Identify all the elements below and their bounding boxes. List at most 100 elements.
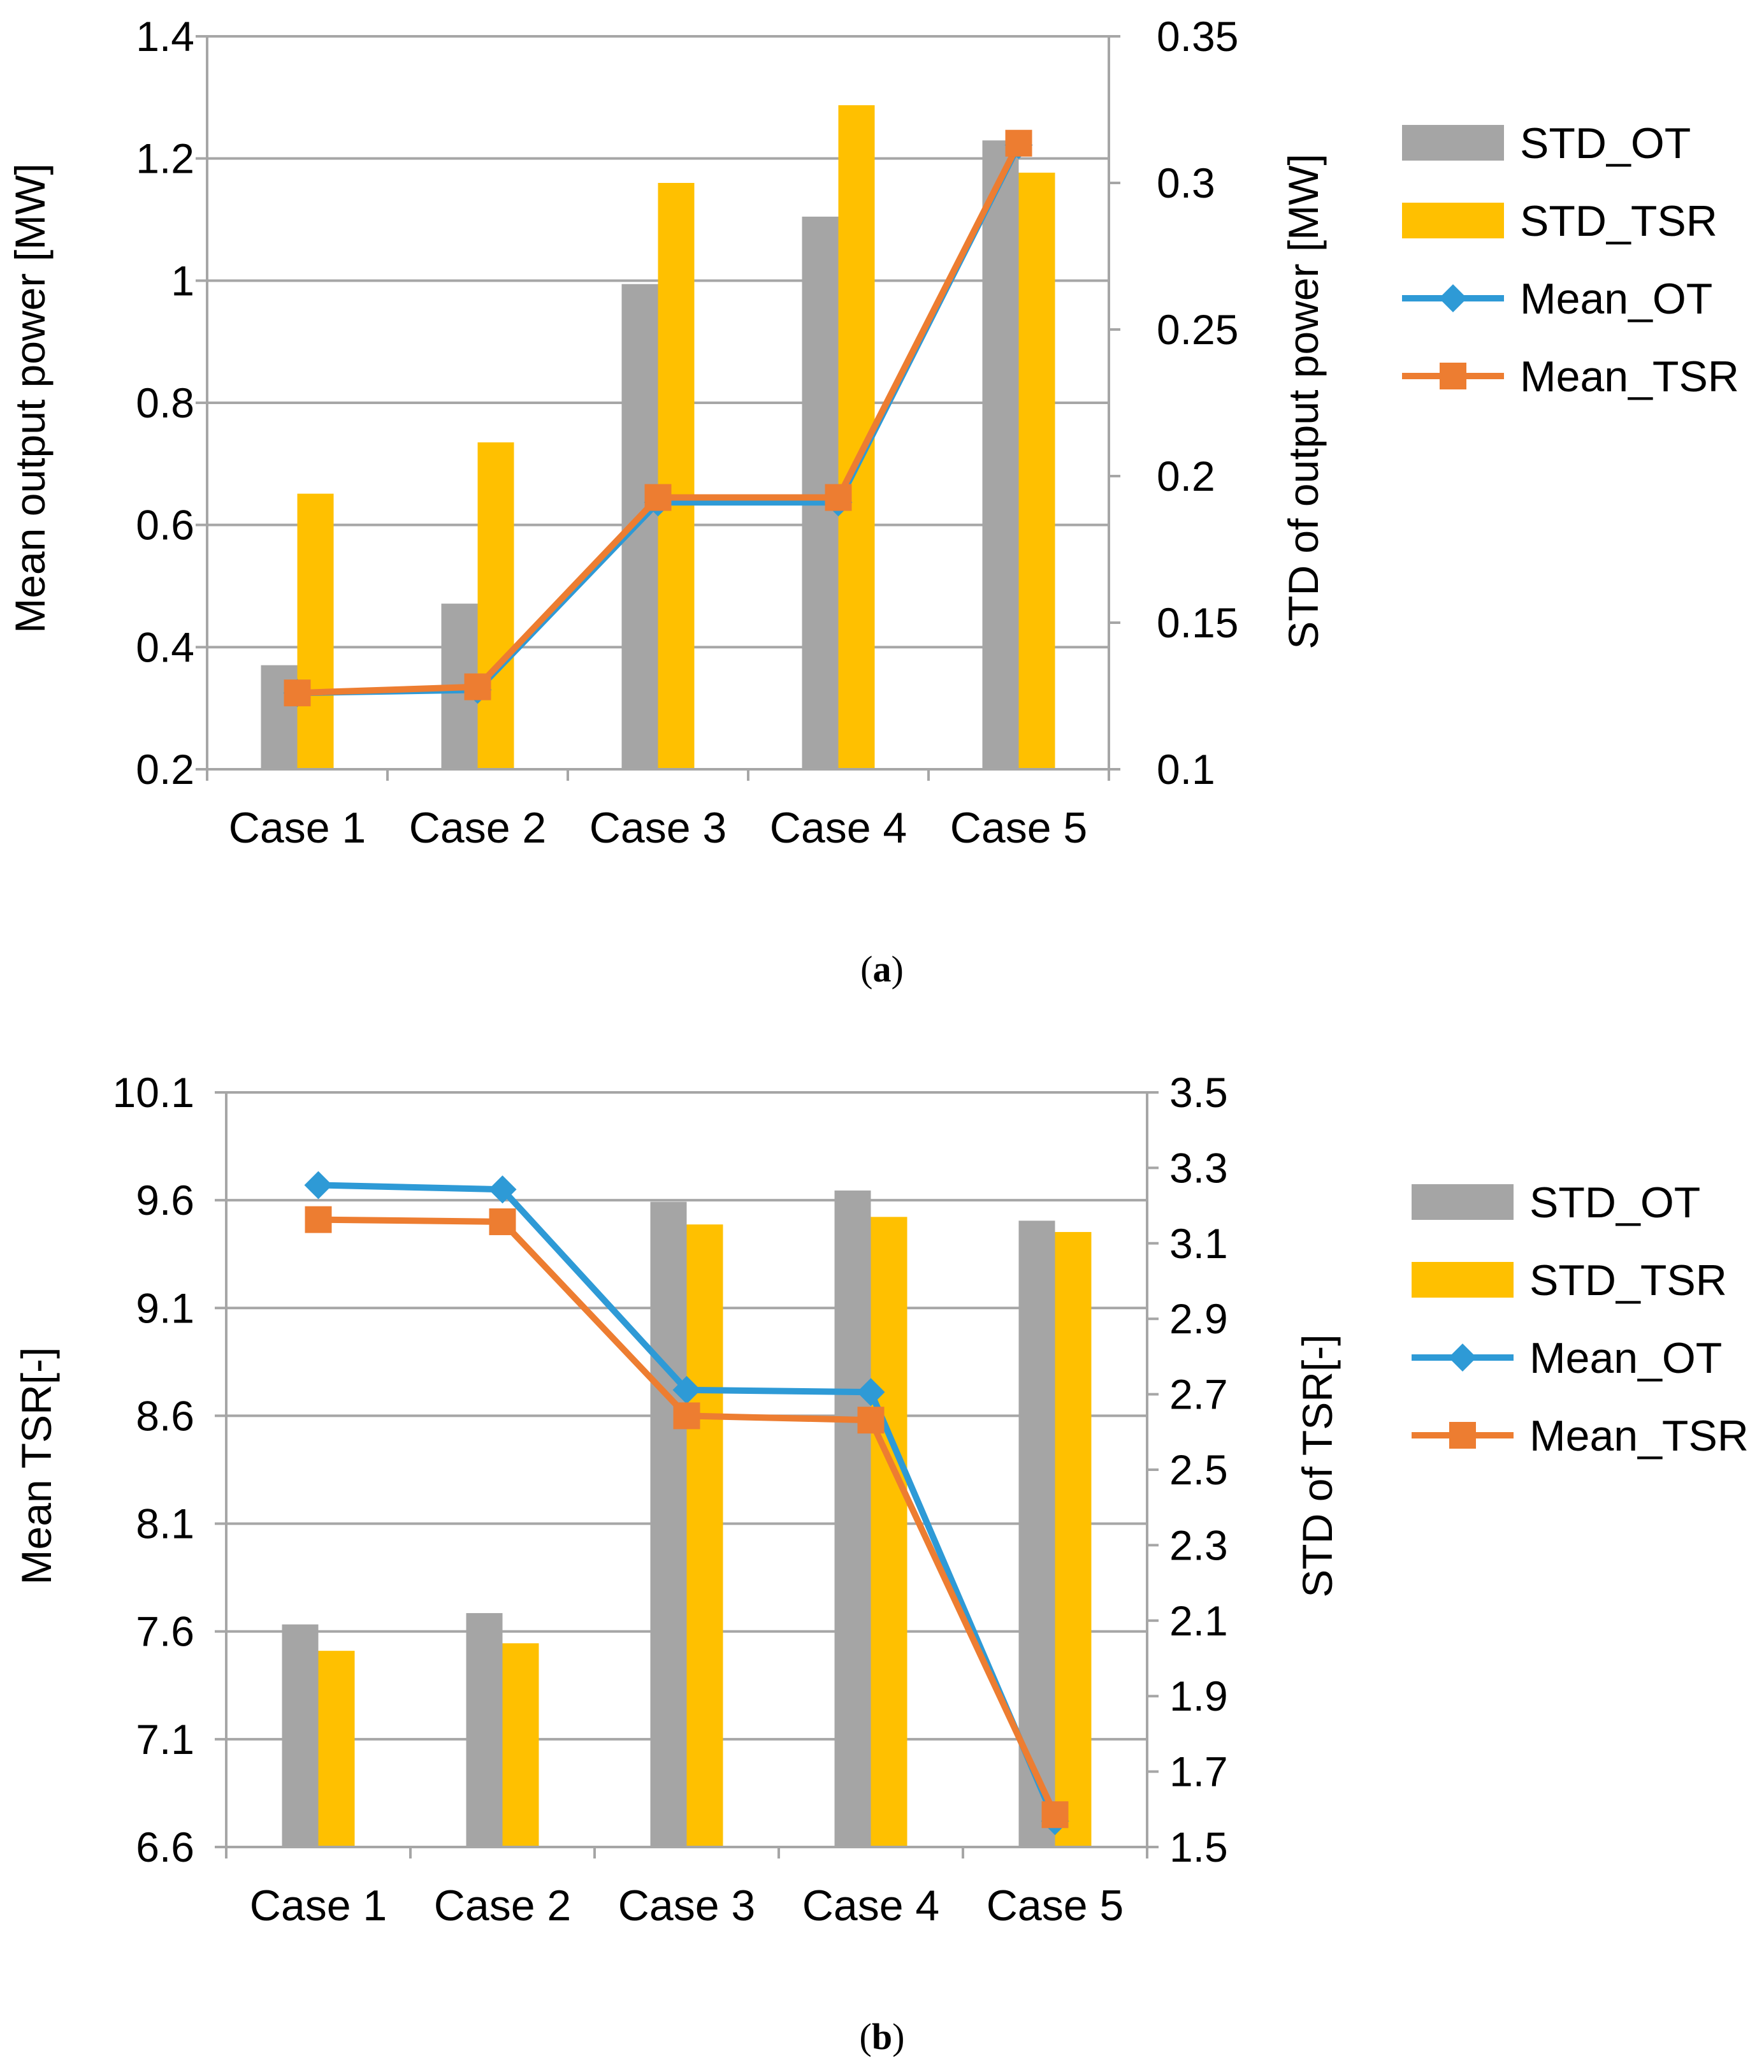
legend-label-std-ot: STD_OT <box>1520 119 1691 168</box>
left-tick-label: 6.6 <box>136 1823 194 1871</box>
chart-a-lines <box>283 129 1033 707</box>
category-label: Case 3 <box>618 1881 755 1930</box>
category-label: Case 1 <box>229 804 366 852</box>
chart-b-bars <box>282 1190 1092 1847</box>
chart-a: 1.41.210.80.60.40.2 0.350.30.250.20.150.… <box>6 13 1739 990</box>
bar-std-ot-2 <box>466 1612 503 1847</box>
right-tick-label: 2.7 <box>1169 1371 1228 1418</box>
right-tick-label: 2.5 <box>1169 1446 1228 1493</box>
chart-b-right-ticks: 3.5 3.3 3.1 2.9 2.7 2.5 2.3 2.1 1.9 1.7 1.5 <box>1169 1069 1228 1871</box>
legend-marker-mean-tsr <box>1449 1422 1476 1449</box>
chart-a-legend: STD_OT STD_TSR Mean_OT Mean_TSR <box>1402 119 1739 401</box>
marker-mean-tsr-5 <box>1005 129 1032 157</box>
left-tick-label: 1.2 <box>136 135 194 182</box>
chart-a-right-axis-label: STD of output power [MW] <box>1280 154 1327 649</box>
right-tick-label: 0.35 <box>1157 13 1238 60</box>
bar-std-tsr-1 <box>318 1651 355 1847</box>
legend-label-std-tsr: STD_TSR <box>1520 197 1717 245</box>
legend-label-mean-tsr: Mean_TSR <box>1520 352 1739 401</box>
right-tick-label: 3.1 <box>1169 1220 1228 1267</box>
legend-label-std-ot: STD_OT <box>1529 1178 1700 1227</box>
left-tick-label: 0.2 <box>136 746 194 793</box>
bar-std-tsr-3 <box>658 183 695 769</box>
right-tick-label: 1.7 <box>1169 1748 1228 1795</box>
left-tick-label: 0.4 <box>136 623 194 670</box>
category-label: Case 2 <box>409 804 546 852</box>
left-tick-label: 1 <box>171 257 194 304</box>
category-label: Case 3 <box>589 804 727 852</box>
right-tick-label: 0.2 <box>1157 453 1215 500</box>
chart-b-lines <box>304 1171 1069 1836</box>
chart-b-caption-label: b <box>872 2016 892 2057</box>
left-tick-label: 0.8 <box>136 379 194 426</box>
category-label: Case 4 <box>770 804 907 852</box>
marker-mean-tsr-2 <box>489 1208 516 1235</box>
left-tick-label: 1.4 <box>136 13 194 60</box>
right-tick-label: 3.3 <box>1169 1144 1228 1191</box>
marker-mean-tsr-3 <box>673 1402 700 1430</box>
legend-swatch-std-ot <box>1402 125 1504 161</box>
chart-a-left-axis-label: Mean output power [MW] <box>6 163 54 633</box>
right-tick-label: 1.9 <box>1169 1672 1228 1720</box>
left-tick-label: 8.1 <box>136 1500 194 1547</box>
chart-b-left-axis-label: Mean TSR[-] <box>13 1347 60 1585</box>
category-label: Case 4 <box>802 1881 939 1930</box>
category-label: Case 2 <box>434 1881 571 1930</box>
category-label: Case 5 <box>950 804 1087 852</box>
right-tick-label: 0.25 <box>1157 306 1238 353</box>
marker-mean-ot-2 <box>488 1175 517 1204</box>
bar-std-ot-5 <box>982 140 1019 770</box>
chart-b-caption: (b) <box>860 2016 905 2057</box>
left-tick-label: 7.1 <box>136 1716 194 1763</box>
bar-std-ot-1 <box>282 1624 319 1847</box>
marker-mean-tsr-4 <box>825 484 852 511</box>
marker-mean-tsr-5 <box>1041 1801 1069 1829</box>
left-tick-label: 9.1 <box>136 1284 194 1331</box>
chart-a-left-ticks: 1.4 1.2 1 0.8 0.6 0.4 0.2 <box>136 13 194 793</box>
bar-std-tsr-2 <box>502 1643 539 1847</box>
legend-label-mean-ot: Mean_OT <box>1529 1334 1722 1382</box>
bar-std-tsr-5 <box>1055 1232 1092 1847</box>
bar-std-ot-4 <box>834 1190 871 1847</box>
marker-mean-ot-3 <box>672 1375 701 1404</box>
legend-marker-mean-ot <box>1439 284 1467 312</box>
right-tick-label: 2.9 <box>1169 1295 1228 1342</box>
marker-mean-tsr-2 <box>464 673 491 700</box>
chart-a-bars <box>261 105 1055 770</box>
marker-mean-tsr-1 <box>284 679 311 707</box>
marker-mean-tsr-1 <box>305 1206 332 1233</box>
right-tick-label: 0.15 <box>1157 599 1238 646</box>
bar-std-tsr-3 <box>686 1224 723 1847</box>
chart-a-category-labels: Case 1 Case 2 Case 3 Case 4 Case 5 <box>229 804 1087 852</box>
right-tick-label: 2.1 <box>1169 1597 1228 1644</box>
marker-mean-ot-1 <box>304 1171 333 1199</box>
right-tick-label: 3.5 <box>1169 1069 1228 1116</box>
marker-mean-tsr-4 <box>857 1407 885 1434</box>
legend-label-mean-ot: Mean_OT <box>1520 275 1712 323</box>
chart-a-caption: (a) <box>860 948 904 990</box>
legend-swatch-std-tsr <box>1412 1262 1514 1298</box>
bar-std-tsr-1 <box>297 493 334 769</box>
legend-label-mean-tsr: Mean_TSR <box>1529 1412 1749 1460</box>
legend-label-std-tsr: STD_TSR <box>1529 1256 1727 1305</box>
chart-b: 10.1 9.6 9.1 8.6 8.1 7.6 7.1 6.6 3.5 3.3 3.1 2.9 2.… <box>13 1069 1749 2057</box>
left-tick-label: 9.6 <box>136 1177 194 1224</box>
chart-b-left-ticks: 10.1 9.6 9.1 8.6 8.1 7.6 7.1 6.6 <box>113 1069 194 1871</box>
right-tick-label: 2.3 <box>1169 1521 1228 1568</box>
legend-swatch-std-tsr <box>1402 203 1504 238</box>
chart-a-caption-label: a <box>873 948 892 990</box>
bar-std-tsr-2 <box>477 442 514 769</box>
category-label: Case 5 <box>987 1881 1124 1930</box>
chart-b-axes <box>215 1091 1159 1858</box>
marker-mean-ot-4 <box>857 1378 885 1407</box>
chart-a-axes <box>196 35 1120 781</box>
right-tick-label: 0.3 <box>1157 159 1215 206</box>
bar-std-tsr-5 <box>1018 172 1055 769</box>
bar-std-ot-3 <box>650 1201 687 1847</box>
left-tick-label: 8.6 <box>136 1392 194 1439</box>
left-tick-label: 7.6 <box>136 1608 194 1655</box>
chart-b-category-labels: Case 1 Case 2 Case 3 Case 4 Case 5 <box>250 1881 1124 1930</box>
legend-marker-mean-ot <box>1449 1344 1477 1372</box>
chart-b-right-axis-label: STD of TSR[-] <box>1294 1334 1341 1597</box>
